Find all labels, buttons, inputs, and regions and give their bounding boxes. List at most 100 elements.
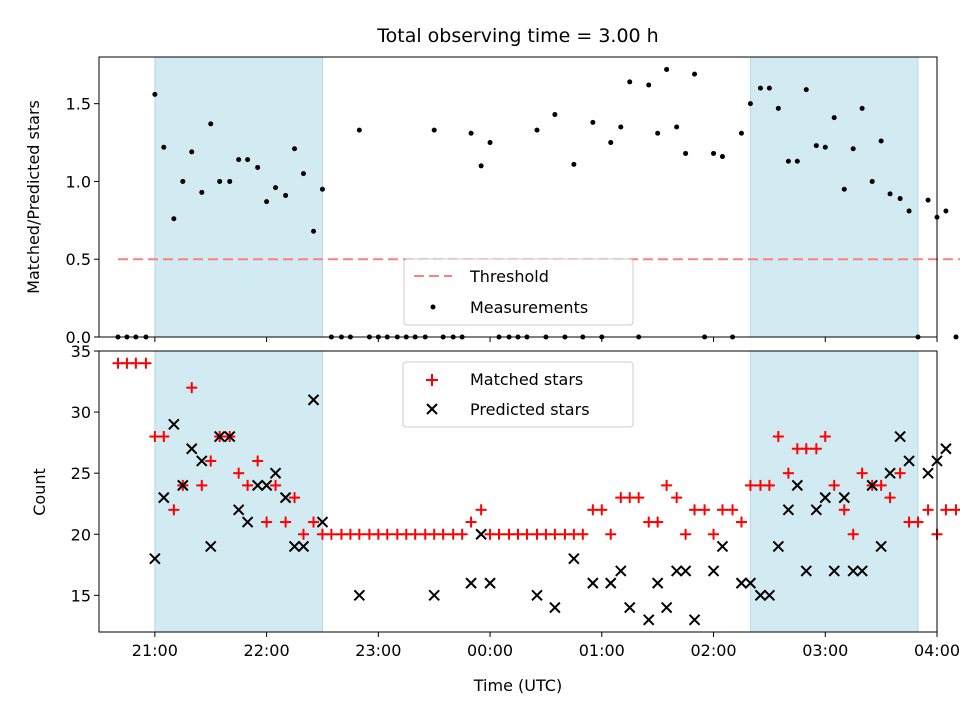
predicted-star-point <box>707 565 720 577</box>
bottom-legend: Matched stars Predicted stars <box>402 361 634 428</box>
measurement-point <box>831 115 837 121</box>
predicted-star-point <box>856 565 868 577</box>
matched-star-point <box>261 516 273 528</box>
matched-star-point <box>828 479 840 491</box>
matched-star-point <box>800 443 812 455</box>
chart-title: Total observing time = 3.00 h <box>376 25 658 47</box>
matched-star-point <box>652 516 664 528</box>
measurement-point <box>608 140 614 146</box>
measurement-point <box>161 144 167 150</box>
bottom-ytick-label: 35 <box>71 342 91 361</box>
measurement-point <box>273 185 279 191</box>
measurement-point <box>171 216 177 222</box>
matched-star-point <box>875 479 887 491</box>
predicted-star-point <box>568 552 580 565</box>
predicted-star-point <box>316 516 329 528</box>
measurement-point <box>236 157 242 163</box>
predicted-star-point <box>847 565 859 577</box>
matched-star-point <box>699 504 711 516</box>
matched-star-point <box>727 504 739 516</box>
predicted-star-point <box>922 467 934 479</box>
measurement-point <box>217 178 223 184</box>
measurement-point <box>478 163 484 169</box>
matched-star-point <box>596 504 608 516</box>
top-legend: Threshold Measurements <box>403 258 634 326</box>
measurement-point <box>431 127 437 133</box>
matched-star-point <box>242 479 254 491</box>
predicted-star-point <box>168 418 180 431</box>
predicted-star-point <box>624 601 636 614</box>
measurement-point <box>356 127 362 133</box>
predicted-star-point <box>615 565 627 577</box>
bottom-y-axis-label: Count <box>30 468 49 516</box>
measurement-point <box>719 154 725 160</box>
shaded-interval <box>154 56 323 338</box>
measurement-point <box>775 105 781 111</box>
matched-star-point <box>130 357 142 369</box>
matched-star-point <box>297 528 309 540</box>
measurement-point <box>646 82 652 88</box>
matched-star-point <box>782 467 794 479</box>
matched-star-point <box>325 528 337 540</box>
measurement-point <box>208 121 214 127</box>
measurement-point <box>199 189 205 195</box>
matched-star-point <box>605 528 617 540</box>
predicted-star-point <box>269 467 282 479</box>
measurement-point <box>878 138 884 144</box>
predicted-star-point <box>716 540 729 553</box>
top-ytick-label: 0.5 <box>66 250 91 269</box>
predicted-star-point <box>475 528 487 540</box>
measurement-point <box>711 150 717 156</box>
measurement-point <box>487 140 493 146</box>
predicted-star-point <box>894 430 906 443</box>
measurements-legend-marker <box>430 304 436 310</box>
matched-star-point <box>437 528 449 540</box>
measurement-point <box>822 144 828 150</box>
measurement-point <box>766 85 772 91</box>
predicted-star-point <box>940 443 952 455</box>
predicted-star-point <box>241 516 254 528</box>
measurement-point <box>245 157 251 163</box>
predicted-star-point <box>531 589 543 602</box>
measurement-point <box>655 130 661 136</box>
x-axis-label: Time (UTC) <box>473 676 562 695</box>
predicted-star-point <box>196 455 208 467</box>
predicted-star-point <box>428 589 440 602</box>
measurement-point <box>180 178 186 184</box>
matched-star-point <box>671 492 683 504</box>
matched-legend-label: Matched stars <box>470 370 583 389</box>
matched-star-point <box>140 357 152 369</box>
matched-star-point <box>280 516 292 528</box>
matched-star-point <box>912 516 924 528</box>
bottom-ytick-label: 25 <box>71 464 91 483</box>
measurement-point <box>571 161 577 167</box>
measurement-point <box>785 158 791 164</box>
matched-star-point <box>716 504 728 516</box>
bottom-xtick-label: 02:00 <box>690 641 736 660</box>
measurement-point <box>738 130 744 136</box>
predicted-star-point <box>484 577 496 589</box>
matched-star-point <box>689 504 701 516</box>
top-y-axis-label: Matched/Predicted stars <box>24 100 43 294</box>
predicted-star-point <box>549 601 561 614</box>
matched-star-point <box>894 467 906 479</box>
predicted-star-point <box>875 540 887 553</box>
matched-star-point <box>381 528 393 540</box>
predicted-star-point <box>819 491 831 504</box>
matched-star-point <box>205 455 217 467</box>
matched-star-point <box>353 528 365 540</box>
predicted-star-point <box>735 577 748 589</box>
matched-star-point <box>158 431 170 443</box>
bottom-xtick-label: 04:00 <box>914 641 960 660</box>
predicted-star-point <box>232 504 245 516</box>
measurement-point <box>300 171 306 177</box>
top-panel: 0.0 0.5 1.0 1.5 Total observing time = 3.00… <box>24 25 960 347</box>
measurement-point <box>850 146 856 152</box>
predicted-star-point <box>288 540 301 553</box>
predicted-star-point <box>670 565 683 577</box>
top-ytick-label: 1.0 <box>66 172 91 191</box>
measurement-point <box>152 91 158 97</box>
predicted-star-point <box>651 577 664 589</box>
bottom-panel: 15 20 25 30 35 21:00 22:00 23:00 00:00 01:00 02:0… <box>30 342 960 695</box>
